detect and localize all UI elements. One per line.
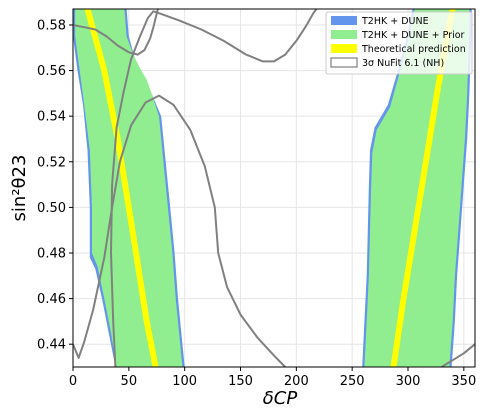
x-tick-label: 350 <box>451 374 476 389</box>
legend-swatch-nufit <box>330 57 358 68</box>
t2hk-dune-prior-region <box>364 9 470 367</box>
x-tick-label: 150 <box>228 374 253 389</box>
legend-swatch-t2hk-dune <box>331 16 357 25</box>
nufit-contours <box>73 9 475 367</box>
y-axis-title: sin²θ23 <box>9 155 30 222</box>
y-tick-label: 0.52 <box>37 155 66 170</box>
confidence-regions <box>73 9 472 367</box>
y-tick-label: 0.54 <box>37 110 66 125</box>
x-axis-title: δCP <box>263 388 298 409</box>
axis-ticks: 0 50 100 150 200 250 300 350 0.44 0.46 0.48 0.50 0.5… <box>37 18 476 389</box>
theory-prediction-line <box>84 9 159 367</box>
y-tick-label: 0.58 <box>37 18 66 33</box>
legend-box <box>325 11 473 75</box>
y-tick-label: 0.50 <box>37 201 66 216</box>
x-tick-label: 250 <box>340 374 365 389</box>
y-tick-label: 0.56 <box>37 64 66 79</box>
legend-swatch-t2hk-dune-prior <box>331 30 357 39</box>
y-tick-label: 0.48 <box>37 246 66 261</box>
legend: T2HK + DUNE T2HK + DUNE + Prior Theoreti… <box>325 11 473 75</box>
t2hk-dune-prior-region <box>75 9 183 367</box>
nufit-contour-line <box>73 9 159 56</box>
plot-frame <box>72 8 476 368</box>
x-tick-label: 300 <box>396 374 421 389</box>
nufit-contour-line <box>440 343 475 367</box>
nufit-contour-line <box>110 9 318 367</box>
x-tick-label: 0 <box>69 374 77 389</box>
y-tick-label: 0.46 <box>37 292 66 307</box>
legend-swatch-theory <box>331 44 357 53</box>
x-tick-label: 50 <box>121 374 138 389</box>
legend-label-t2hk-dune: T2HK + DUNE <box>361 16 429 27</box>
legend-label-t2hk-dune-prior: T2HK + DUNE + Prior <box>361 30 465 41</box>
legend-label-nufit: 3σ NuFit 6.1 (NH) <box>362 58 444 69</box>
legend-label-theory: Theoretical prediction <box>361 44 466 55</box>
nufit-contour-line <box>73 94 286 367</box>
x-tick-label: 200 <box>284 374 309 389</box>
x-tick-label: 100 <box>172 374 197 389</box>
y-tick-label: 0.44 <box>37 338 66 353</box>
